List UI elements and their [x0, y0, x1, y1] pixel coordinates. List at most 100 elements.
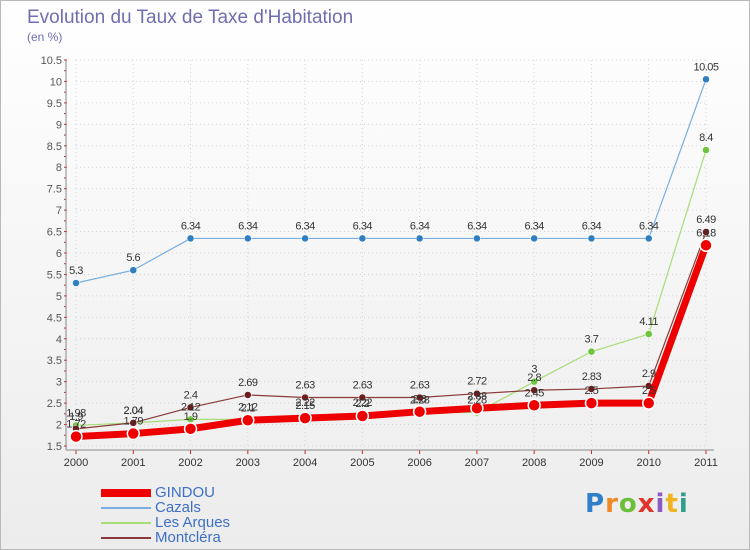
- data-label-les-arques: 2.22: [295, 397, 315, 409]
- y-tick-label: 7.5: [47, 184, 62, 196]
- data-label-cazals: 6.34: [524, 220, 544, 232]
- data-point-gindou: [183, 422, 198, 436]
- data-label-montcl-ra: 2.9: [642, 368, 656, 380]
- data-label-les-arques: 2.28: [467, 395, 487, 407]
- y-tick-label: 7: [56, 205, 62, 217]
- data-label-montcl-ra: 2.4: [184, 389, 198, 401]
- logo-letter: r: [605, 489, 619, 519]
- data-label-montcl-ra: 6.49: [696, 214, 716, 226]
- data-label-cazals: 6.34: [238, 220, 258, 232]
- data-label-montcl-ra: 2.83: [582, 371, 602, 383]
- data-point-gindou: [241, 413, 255, 428]
- y-tick-label: 6.5: [47, 227, 62, 239]
- data-point-cazals: [129, 266, 138, 274]
- data-point-cazals: [587, 234, 596, 243]
- data-label-cazals: 6.34: [410, 220, 430, 232]
- data-point-les-arques: [702, 146, 710, 154]
- data-label-gindou: 2.2: [355, 398, 369, 410]
- data-label-cazals: 10.05: [693, 61, 718, 73]
- data-point-cazals: [244, 234, 252, 243]
- data-label-montcl-ra: 2.72: [467, 376, 487, 388]
- series-line-gindou: [75, 244, 710, 441]
- data-label-cazals: 5.3: [69, 265, 83, 277]
- data-point-cazals: [530, 234, 538, 243]
- legend-label: GINDOU: [155, 484, 215, 501]
- data-label-cazals: 6.34: [467, 220, 487, 232]
- legend-label: Cazals: [155, 499, 201, 516]
- data-label-montcl-ra: 2.63: [353, 380, 373, 392]
- data-label-montcl-ra: 2.04: [124, 405, 144, 417]
- data-point-gindou: [412, 404, 427, 419]
- legend-swatch: [101, 506, 151, 509]
- data-point-gindou: [126, 426, 141, 441]
- data-point-montcl-ra: [702, 228, 710, 236]
- legend-item-cazals: Cazals: [101, 500, 230, 515]
- data-label-cazals: 6.34: [582, 220, 602, 232]
- data-point-montcl-ra: [473, 389, 481, 398]
- legend-label: Montcléra: [155, 529, 221, 546]
- logo-letter: t: [665, 489, 679, 519]
- y-tick-label: 9: [56, 119, 62, 131]
- chart-title: Evolution du Taux de Taxe d'Habitation: [27, 7, 354, 28]
- chart-subtitle: (en %): [27, 30, 63, 44]
- x-tick-label: 2002: [178, 457, 202, 469]
- proxiti-logo: Proxiti: [585, 489, 689, 519]
- y-tick-label: 2.5: [47, 398, 62, 410]
- data-label-gindou: 2.5: [585, 385, 599, 397]
- data-point-gindou: [527, 398, 541, 413]
- data-label-cazals: 5.6: [126, 252, 140, 264]
- data-label-gindou: 1.72: [66, 419, 86, 431]
- data-label-cazals: 6.34: [295, 220, 315, 232]
- y-tick-label: 5: [56, 291, 62, 303]
- legend-swatch: [101, 521, 151, 524]
- y-tick-label: 3: [56, 377, 62, 389]
- data-label-montcl-ra: 2.63: [410, 380, 430, 392]
- data-label-gindou: 1.79: [124, 416, 144, 428]
- logo-letter: x: [637, 489, 656, 519]
- y-tick-label: 10.5: [41, 55, 62, 67]
- data-point-montcl-ra: [129, 419, 138, 427]
- legend-item-gindou: GINDOU: [101, 485, 230, 500]
- data-label-gindou: 1.9: [184, 411, 198, 423]
- x-tick-label: 2011: [694, 457, 718, 469]
- data-point-gindou: [699, 238, 713, 253]
- data-label-gindou: 6.18: [696, 227, 716, 239]
- data-label-gindou: 2.45: [524, 387, 544, 399]
- data-point-gindou: [69, 429, 83, 444]
- data-label-montcl-ra: 1.9: [69, 411, 83, 423]
- data-label-montcl-ra: 2.63: [295, 380, 315, 392]
- legend-item-montcl-ra: Montcléra: [101, 530, 230, 545]
- y-tick-label: 6: [56, 248, 62, 260]
- y-tick-label: 2: [56, 420, 62, 432]
- series-line-les-arques: [75, 149, 707, 427]
- logo-letter: o: [618, 489, 638, 519]
- data-point-cazals: [72, 279, 80, 287]
- data-point-cazals: [644, 234, 653, 243]
- data-point-montcl-ra: [244, 391, 252, 399]
- logo-letter: P: [585, 489, 606, 519]
- data-label-les-arques: 2.22: [353, 397, 373, 409]
- data-point-cazals: [473, 234, 481, 243]
- y-tick-label: 1.5: [47, 441, 62, 453]
- data-label-gindou: 2.5: [642, 385, 656, 397]
- data-point-les-arques: [644, 330, 653, 338]
- y-tick-label: 4.5: [47, 312, 62, 324]
- data-label-les-arques: 8.4: [699, 132, 713, 144]
- x-tick-label: 2008: [522, 457, 546, 469]
- x-tick-label: 2003: [236, 457, 260, 469]
- y-tick-label: 8: [56, 162, 62, 174]
- data-label-gindou: 2.15: [295, 400, 315, 412]
- data-point-cazals: [358, 234, 367, 243]
- x-tick-label: 2001: [121, 457, 145, 469]
- x-tick-label: 2005: [350, 457, 374, 469]
- y-tick-label: 8.5: [47, 141, 62, 153]
- series-line-cazals: [75, 79, 707, 284]
- legend-swatch: [101, 536, 151, 539]
- y-tick-label: 4: [56, 334, 62, 346]
- data-point-montcl-ra: [186, 403, 195, 412]
- logo-letter: i: [655, 489, 666, 519]
- legend-label: Les Arques: [155, 514, 231, 531]
- y-tick-label: 10: [50, 76, 62, 88]
- data-label-cazals: 6.34: [639, 220, 659, 232]
